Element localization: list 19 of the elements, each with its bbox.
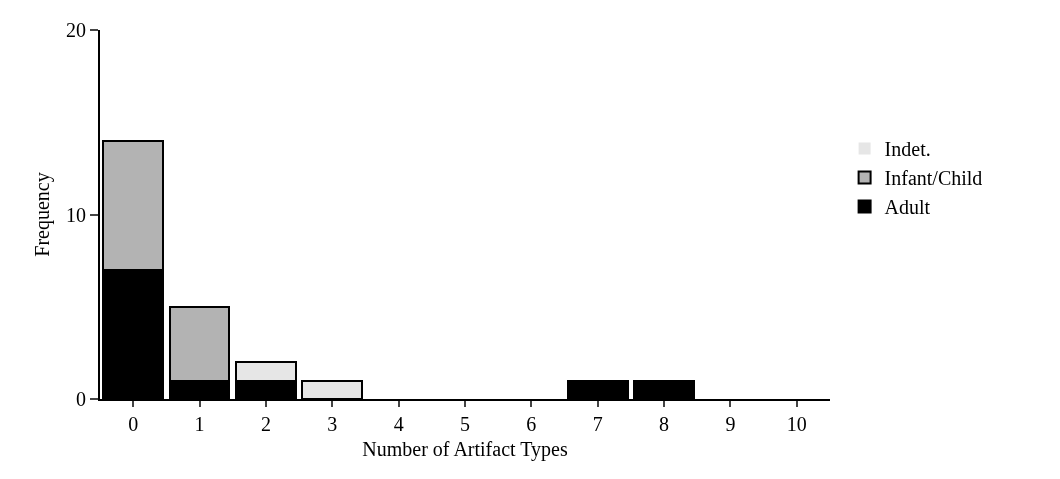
x-tick-label: 9: [725, 413, 736, 435]
y-tick-label: 0: [76, 388, 86, 410]
y-tick-label: 20: [66, 19, 86, 41]
x-tick-label: 6: [526, 413, 537, 435]
x-axis-title: Number of Artifact Types: [362, 438, 568, 461]
x-tick-label: 8: [659, 413, 670, 435]
x-tick-label: 5: [460, 413, 470, 435]
x-tick-label: 3: [327, 413, 338, 435]
x-tick-label: 0: [128, 413, 139, 435]
x-tick-label: 10: [786, 413, 807, 435]
legend-label: Adult: [884, 196, 931, 219]
legend-label: Indet.: [884, 138, 931, 161]
x-tick-label: 4: [393, 413, 404, 435]
x-tick-label: 7: [592, 413, 603, 435]
x-tick-label: 1: [194, 413, 205, 435]
y-tick-label: 10: [66, 203, 86, 226]
y-axis-title: Frequency: [31, 172, 54, 257]
x-tick-label: 2: [260, 413, 271, 435]
legend-label: Infant/Child: [884, 167, 983, 190]
